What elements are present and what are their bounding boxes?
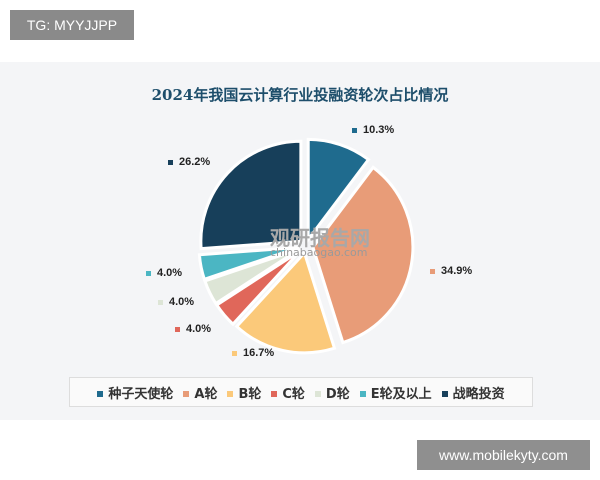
legend-marker — [227, 391, 234, 397]
label-text: 4.0% — [157, 267, 183, 279]
legend-label: A轮 — [194, 386, 218, 402]
legend-label: E轮及以上 — [370, 386, 432, 402]
label-text: 10.3% — [363, 124, 395, 136]
label-marker — [352, 127, 357, 133]
site-label: www.mobilekyty.com — [417, 440, 590, 470]
data-label: 16.7% — [232, 347, 274, 359]
legend-marker — [183, 391, 190, 397]
pie-slice-3 — [214, 249, 302, 327]
legend-item: 种子天使轮 — [97, 383, 173, 402]
pie-slice-1 — [311, 165, 415, 345]
data-label: 10.3% — [352, 124, 394, 136]
legend-marker — [271, 391, 278, 397]
legend-marker — [441, 391, 448, 397]
legend-item: C轮 — [271, 383, 305, 402]
tg-label: TG: MYYJJPP — [10, 10, 134, 40]
label-marker — [175, 326, 180, 332]
watermark-url: chinabaogao.com — [270, 246, 368, 259]
legend: 种子天使轮 A轮 B轮 C轮 D轮 E轮及以上 战略投资 — [69, 377, 533, 407]
legend-label: D轮 — [325, 386, 350, 402]
label-text: 4.0% — [169, 296, 195, 308]
legend-item: D轮 — [314, 383, 350, 402]
legend-label: C轮 — [282, 386, 305, 402]
label-text: 4.0% — [186, 323, 212, 335]
legend-item: E轮及以上 — [359, 383, 432, 402]
legend-marker — [359, 391, 366, 397]
label-marker — [232, 350, 237, 356]
pie-slice-6 — [199, 139, 303, 251]
label-text: 26.2% — [179, 156, 211, 168]
data-label: 34.9% — [430, 265, 472, 277]
data-label: 26.2% — [168, 156, 210, 168]
legend-item: 战略投资 — [441, 383, 505, 402]
pie-slice-4 — [203, 247, 301, 306]
label-text: 34.9% — [441, 265, 473, 277]
label-marker — [430, 268, 435, 274]
chart-title: 2024年我国云计算行业投融资轮次占比情况 — [151, 86, 449, 104]
data-label: 4.0% — [175, 323, 211, 335]
pie-slice-0 — [306, 137, 371, 244]
label-marker — [168, 159, 173, 165]
pie-slice-2 — [234, 249, 337, 355]
legend-label: B轮 — [238, 386, 262, 402]
legend-marker — [314, 391, 321, 397]
legend-marker — [97, 391, 104, 397]
legend-label: 战略投资 — [452, 386, 505, 402]
legend-item: B轮 — [227, 383, 261, 402]
data-label: 4.0% — [146, 267, 182, 279]
legend-label: 种子天使轮 — [108, 386, 174, 402]
legend-item: A轮 — [183, 383, 217, 402]
label-text: 16.7% — [243, 347, 275, 359]
watermark-logo: 观研报告网 — [270, 226, 370, 250]
label-marker — [146, 270, 151, 276]
data-label: 4.0% — [158, 296, 194, 308]
label-marker — [158, 299, 163, 305]
pie-slice-5 — [197, 245, 300, 282]
